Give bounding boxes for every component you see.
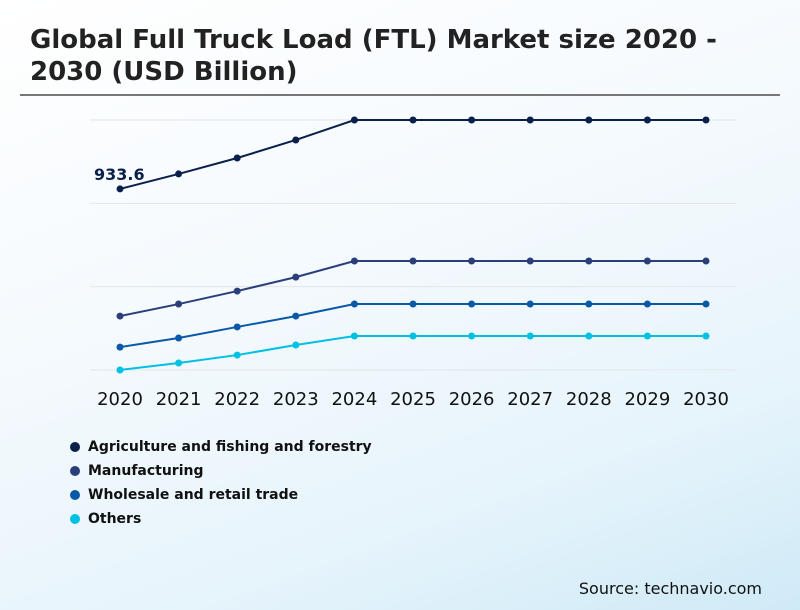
data-point <box>643 332 651 340</box>
series-line <box>119 303 706 349</box>
x-tick-label: 2020 <box>97 389 143 410</box>
x-tick-label: 2030 <box>683 389 729 410</box>
data-point <box>116 343 124 351</box>
data-point <box>468 300 476 308</box>
data-point <box>116 366 124 374</box>
data-point <box>350 257 358 265</box>
x-tick-label: 2023 <box>273 389 319 410</box>
series-line <box>119 260 706 318</box>
x-tick-label: 2025 <box>390 389 436 410</box>
legend-dot-icon <box>70 466 80 476</box>
legend-dot-icon <box>70 514 80 524</box>
series-line <box>119 119 706 190</box>
legend-label: Wholesale and retail trade <box>88 487 299 503</box>
data-point <box>468 332 476 340</box>
x-tick-label: 2022 <box>214 389 260 410</box>
data-point <box>409 332 417 340</box>
x-tick-label: 2021 <box>156 389 202 410</box>
data-point <box>116 312 124 320</box>
data-point <box>409 257 417 265</box>
data-point <box>526 300 534 308</box>
data-point <box>350 332 358 340</box>
data-point <box>175 334 183 342</box>
legend-item: Others <box>70 507 372 531</box>
x-tick-label: 2029 <box>624 389 670 410</box>
legend-dot-icon <box>70 442 80 452</box>
data-point <box>585 300 593 308</box>
data-point <box>643 300 651 308</box>
source-label: Source: technavio.com <box>578 579 762 598</box>
data-point <box>175 359 183 367</box>
data-point <box>585 257 593 265</box>
data-point <box>292 136 300 144</box>
data-label: 933.6 <box>94 165 145 184</box>
data-point <box>526 257 534 265</box>
data-point <box>409 116 417 124</box>
data-point <box>350 300 358 308</box>
data-point <box>585 332 593 340</box>
legend-item: Manufacturing <box>70 459 372 483</box>
data-point <box>585 116 593 124</box>
legend-label: Agriculture and fishing and forestry <box>88 439 372 455</box>
x-tick-label: 2026 <box>449 389 495 410</box>
data-point <box>233 287 241 295</box>
data-point <box>468 116 476 124</box>
x-tick-label: 2027 <box>507 389 553 410</box>
data-point <box>702 116 710 124</box>
data-point <box>468 257 476 265</box>
data-point <box>526 332 534 340</box>
data-point <box>702 257 710 265</box>
series-line <box>119 335 706 371</box>
data-point <box>233 351 241 359</box>
data-point <box>292 273 300 281</box>
data-point <box>526 116 534 124</box>
data-point <box>116 185 124 193</box>
legend-item: Agriculture and fishing and forestry <box>70 435 372 459</box>
data-point <box>643 116 651 124</box>
legend: Agriculture and fishing and forestry Manu… <box>70 435 372 531</box>
data-point <box>292 341 300 349</box>
data-point <box>643 257 651 265</box>
legend-label: Others <box>88 511 142 527</box>
x-tick-label: 2024 <box>331 389 377 410</box>
legend-dot-icon <box>70 490 80 500</box>
data-point <box>233 323 241 331</box>
data-point <box>702 332 710 340</box>
data-point <box>702 300 710 308</box>
legend-item: Wholesale and retail trade <box>70 483 372 507</box>
title-divider <box>20 94 780 96</box>
x-tick-label: 2028 <box>566 389 612 410</box>
data-point <box>233 154 241 162</box>
data-point <box>292 312 300 320</box>
data-point <box>175 170 183 178</box>
data-point <box>409 300 417 308</box>
legend-label: Manufacturing <box>88 463 204 479</box>
data-point <box>350 116 358 124</box>
chart-title: Global Full Truck Load (FTL) Market size… <box>30 25 717 87</box>
data-point <box>175 300 183 308</box>
